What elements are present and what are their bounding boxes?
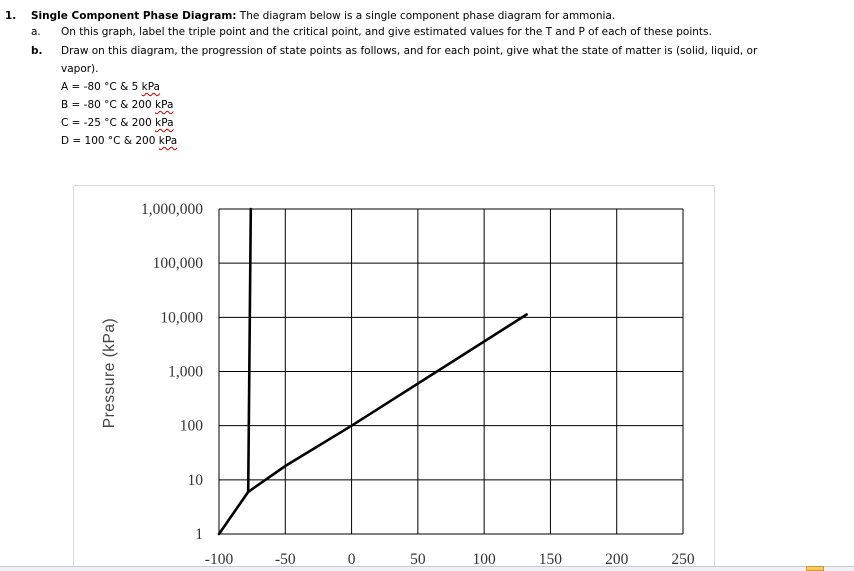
point-c: C = -25 °C & 200 kPa [61, 117, 174, 129]
part-a-text: On this graph, label the triple point an… [61, 26, 712, 38]
point-b: B = -80 °C & 200 kPa [61, 99, 174, 111]
question-number: 1. [5, 10, 17, 22]
y-tick-label: 1,000 [168, 364, 203, 381]
point-d: D = 100 °C & 200 kPa [61, 135, 178, 147]
page-bottom-divider [0, 566, 854, 567]
y-tick-label: 10,000 [160, 309, 203, 326]
x-tick-labels: -100 -50 0 50 100 150 200 250 [205, 551, 695, 568]
x-tick-label: 100 [473, 551, 497, 568]
question-title: Single Component Phase Diagram: [31, 10, 237, 22]
y-tick-label: 1 [195, 526, 203, 543]
question-heading: Single Component Phase Diagram: The diag… [31, 9, 615, 24]
part-b-text-line1: Draw on this diagram, the progression of… [61, 45, 758, 57]
point-a: A = -80 °C & 5 kPa [61, 81, 160, 93]
part-b-label: b. [31, 45, 43, 57]
x-tick-label: 0 [348, 551, 356, 568]
vaporization-curve [246, 313, 528, 494]
fusion-curve [246, 207, 253, 494]
x-tick-label: 150 [539, 551, 563, 568]
y-tick-label: 100,000 [153, 255, 204, 272]
status-strip [0, 567, 854, 571]
y-tick-label: 1,000,000 [141, 201, 203, 218]
x-tick-label: 200 [605, 551, 629, 568]
x-tick-label: 250 [671, 551, 695, 568]
part-b-text-line2: vapor). [61, 63, 99, 75]
y-tick-labels: 1 10 100 1,000 10,000 100,000 1,000,000 [141, 201, 203, 543]
question-intro: The diagram below is a single component … [236, 10, 616, 22]
y-tick-label: 10 [188, 472, 204, 489]
y-tick-label: 100 [180, 418, 204, 435]
y-axis-label: Pressure (kPa) [101, 318, 118, 428]
chart-frame [73, 185, 715, 571]
x-tick-label: -50 [275, 551, 296, 568]
x-tick-label: -100 [205, 551, 234, 568]
phase-boundaries [217, 207, 528, 536]
chart-grid [218, 208, 684, 535]
corner-handle[interactable] [806, 566, 824, 571]
sublimation-curve [217, 490, 250, 536]
part-a-label: a. [31, 26, 41, 38]
x-tick-label: 50 [410, 551, 426, 568]
